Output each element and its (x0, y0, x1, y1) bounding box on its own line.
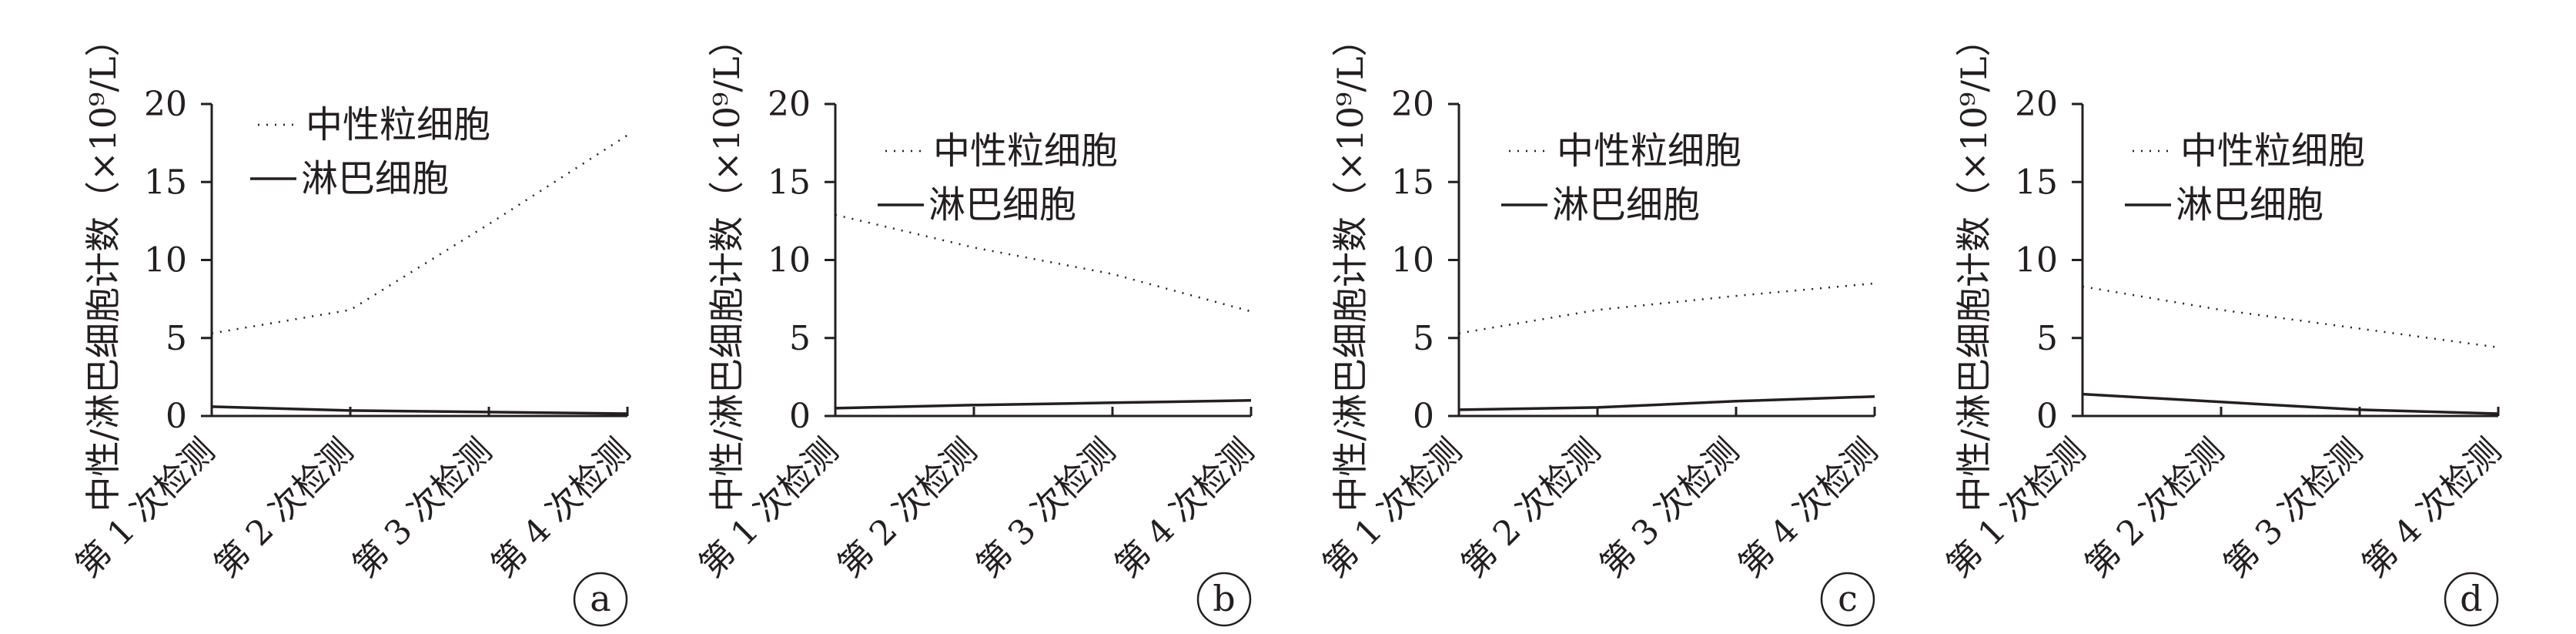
y-tick-label: 0 (2036, 397, 2058, 436)
panel-label-circle (1196, 572, 1252, 627)
y-tick-label: 15 (1391, 163, 1434, 202)
panel-label: c (1838, 578, 1858, 619)
data-point (489, 223, 490, 224)
x-tick-label: 第 2 次检测 (207, 431, 361, 585)
x-tick-label: 第 2 次检测 (831, 431, 985, 585)
series-line-lymphocyte (2082, 392, 2499, 415)
legend-label-neutrophil: 中性粒细胞 (1557, 129, 1741, 173)
x-tick-label: 第 4 次检测 (484, 431, 638, 585)
y-tick-label: 10 (768, 241, 811, 280)
data-point (974, 247, 975, 248)
x-tick-label: 第 3 次检测 (2216, 431, 2370, 585)
y-tick-label: 15 (768, 163, 811, 202)
panel-label: a (590, 578, 611, 619)
y-tick-label: 20 (2015, 85, 2058, 124)
data-point (627, 135, 628, 136)
y-axis-label: 中性/淋巴细胞计数（×10⁹/L） (1330, 21, 1371, 512)
panel-label-circle (1820, 572, 1875, 627)
x-tick-label: 第 3 次检测 (1593, 431, 1747, 585)
panel-label-circle (573, 572, 628, 627)
data-point (1112, 273, 1113, 274)
legend-label-lymphocyte: 淋巴细胞 (928, 183, 1076, 226)
x-tick-label: 第 4 次检测 (2355, 431, 2509, 585)
panel-label: b (1213, 578, 1235, 619)
legend-label-lymphocyte: 淋巴细胞 (2176, 183, 2323, 226)
x-tick-label: 第 4 次检测 (1731, 431, 1885, 585)
y-axis-label: 中性/淋巴细胞计数（×10⁹/L） (706, 21, 748, 512)
y-tick-label: 10 (1391, 241, 1434, 280)
legend-label-neutrophil: 中性粒细胞 (2180, 129, 2365, 173)
x-tick-label: 第 2 次检测 (1454, 431, 1608, 585)
y-tick-label: 10 (144, 241, 187, 280)
legend-label-lymphocyte: 淋巴细胞 (301, 157, 449, 200)
y-axis-label: 中性/淋巴细胞计数（×10⁹/L） (1953, 21, 1995, 512)
y-tick-label: 20 (144, 85, 187, 124)
series-line-neutrophil (835, 213, 1252, 313)
legend-label-neutrophil: 中性粒细胞 (933, 129, 1118, 173)
x-tick-label: 第 3 次检测 (969, 431, 1123, 585)
y-tick-label: 10 (2015, 241, 2058, 280)
y-tick-label: 15 (144, 163, 187, 202)
y-tick-label: 5 (2036, 319, 2058, 358)
y-tick-label: 5 (1413, 319, 1434, 358)
series-line-lymphocyte (211, 405, 628, 415)
y-tick-label: 5 (789, 319, 811, 358)
y-tick-label: 20 (1391, 85, 1434, 124)
y-tick-label: 5 (166, 319, 187, 358)
series-line-neutrophil (1458, 282, 1875, 334)
series-line-lymphocyte (1458, 394, 1875, 411)
x-tick-label: 第 3 次检测 (346, 431, 500, 585)
series-line-lymphocyte (835, 399, 1252, 410)
legend-label-lymphocyte: 淋巴细胞 (1552, 183, 1700, 226)
y-tick-label: 0 (1413, 397, 1434, 436)
y-tick-label: 0 (789, 397, 811, 436)
y-tick-label: 0 (166, 397, 187, 436)
data-point (1251, 311, 1252, 312)
y-tick-label: 15 (2015, 163, 2058, 202)
y-axis-label: 中性/淋巴细胞计数（×10⁹/L） (82, 21, 124, 512)
panel-label-circle (2444, 572, 2499, 627)
x-tick-label: 第 4 次检测 (1108, 431, 1262, 585)
panel-label: d (2460, 578, 2482, 619)
legend-label-neutrophil: 中性粒细胞 (306, 103, 490, 146)
y-tick-label: 20 (768, 85, 811, 124)
series-line-neutrophil (2082, 285, 2499, 349)
x-tick-label: 第 2 次检测 (2078, 431, 2232, 585)
